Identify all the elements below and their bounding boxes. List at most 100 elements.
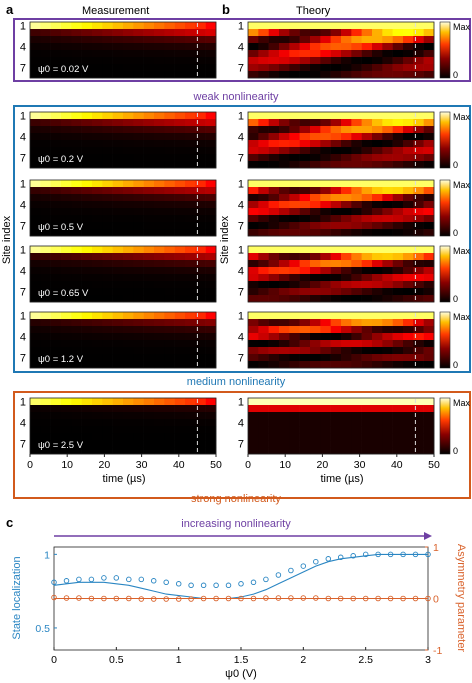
heatmap-cell: [423, 361, 435, 369]
x-tick-label: 1.5: [234, 654, 249, 666]
heatmap-cell: [341, 288, 352, 296]
heatmap-cell: [154, 312, 165, 320]
heatmap-cell: [154, 398, 165, 406]
heatmap-cell: [112, 326, 124, 334]
heatmap-cell: [268, 147, 280, 155]
heatmap-cell: [341, 347, 352, 355]
heatmap-cell: [205, 412, 217, 420]
heatmap-cell: [351, 140, 362, 148]
heatmap-cell: [299, 222, 311, 230]
heatmap-cell: [154, 140, 165, 148]
heatmap-cell: [361, 112, 373, 120]
heatmap-cell: [81, 215, 93, 223]
heatmap-cell: [382, 215, 393, 223]
heatmap-cell: [361, 119, 373, 127]
heatmap-cell: [392, 405, 404, 413]
heatmap-cell: [248, 447, 259, 455]
heatmap-cell: [299, 201, 311, 209]
heatmap-cell: [185, 71, 196, 79]
heatmap-cell: [102, 222, 113, 230]
heatmap-cell: [268, 57, 280, 65]
heatmap-cell: [279, 405, 290, 413]
heatmap-cell: [403, 246, 414, 254]
heatmap-cell: [164, 288, 175, 296]
heatmap-cell: [372, 295, 383, 303]
heatmap-cell: [133, 405, 144, 413]
x-tick-label: 2.5: [358, 654, 373, 666]
site-tick-label: 7: [20, 153, 26, 165]
heatmap-cell: [164, 281, 175, 289]
heatmap-cell: [174, 347, 186, 355]
heatmap-cell: [195, 246, 206, 254]
heatmap-cell: [143, 412, 155, 420]
heatmap-cell: [174, 154, 186, 162]
series-point-0: [213, 582, 219, 589]
heatmap-cell: [310, 319, 321, 327]
heatmap-cell: [299, 274, 311, 282]
heatmap-cell: [248, 126, 259, 134]
heatmap-cell: [248, 119, 259, 127]
localization-asymmetry-plot: 0 0.5 1 1.5 2 2.5 30.51-101: [35, 542, 442, 666]
heatmap-cell: [154, 267, 165, 275]
heatmap-cell: [81, 398, 93, 406]
heatmap-cell: [102, 288, 113, 296]
heatmap-cell: [268, 319, 280, 327]
heatmap-cell: [40, 347, 51, 355]
heatmap-cell: [258, 57, 269, 65]
heatmap-cell: [248, 154, 259, 162]
site-tick-label: 4: [20, 132, 26, 144]
heatmap-cell: [320, 36, 331, 44]
heatmap-cell: [351, 295, 362, 303]
heatmap-cell: [112, 246, 124, 254]
heatmap-cell: [30, 71, 41, 79]
heatmap-cell: [71, 112, 82, 120]
heatmap-cell: [341, 229, 352, 237]
heatmap-cell: [403, 288, 414, 296]
heatmap-cell: [123, 354, 134, 362]
heatmap-cell: [102, 426, 113, 434]
heatmap-cell: [174, 319, 186, 327]
heatmap-cell: [330, 147, 342, 155]
heatmap-cell: [372, 64, 383, 72]
heatmap-cell: [279, 161, 290, 169]
heatmap-cell: [143, 112, 155, 120]
heatmap-cell: [81, 295, 93, 303]
heatmap-cell: [268, 126, 280, 134]
heatmap-cell: [40, 246, 51, 254]
heatmap-cell: [71, 201, 82, 209]
series-point-0: [138, 576, 145, 583]
heatmap-cell: [92, 126, 103, 134]
heatmap-cell: [341, 36, 352, 44]
heatmap-cell: [279, 180, 290, 188]
heatmap-cell: [268, 112, 280, 120]
heatmap-cell: [341, 112, 352, 120]
heatmap-cell: [341, 208, 352, 216]
heatmap-cell: [258, 36, 269, 44]
heatmap-cell: [289, 29, 300, 37]
column-title-theory: Theory: [296, 5, 331, 17]
heatmap-cell: [205, 22, 217, 30]
heatmap-cell: [112, 419, 124, 427]
heatmap-cell: [50, 36, 62, 44]
heatmap-cell: [205, 333, 217, 341]
heatmap-cell: [50, 333, 62, 341]
heatmap-cell: [143, 147, 155, 155]
heatmap-cell: [330, 412, 342, 420]
heatmap-cell: [310, 260, 321, 268]
heatmap-cell: [372, 433, 383, 441]
heatmap-cell: [71, 215, 82, 223]
colorbar-max-label: Max: [453, 398, 471, 408]
heatmap-cell: [30, 57, 41, 65]
heatmap-cell: [61, 333, 72, 341]
heatmap-cell: [61, 246, 72, 254]
heatmap-cell: [413, 253, 424, 261]
heatmap-cell: [372, 126, 383, 134]
heatmap-cell: [71, 295, 82, 303]
heatmap-cell: [351, 154, 362, 162]
heatmap-cell: [248, 112, 259, 120]
heatmap-cell: [92, 433, 103, 441]
heatmap-cell: [372, 440, 383, 448]
series-point-0: [225, 582, 232, 589]
heatmap-cell: [185, 64, 196, 72]
